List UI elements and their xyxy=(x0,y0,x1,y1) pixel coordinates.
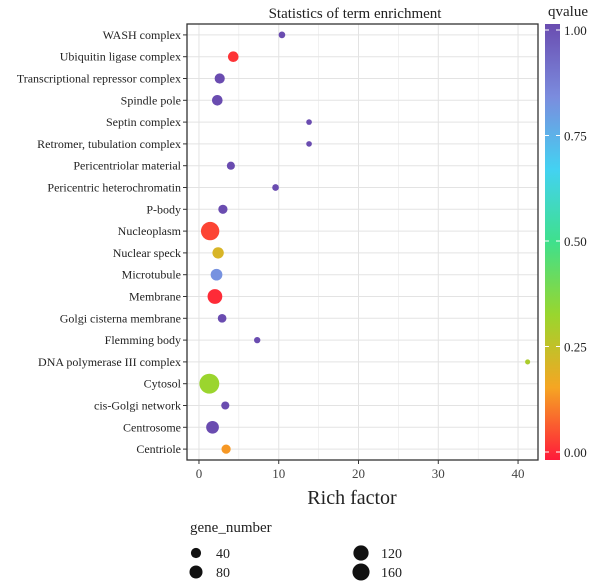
chart-title: Statistics of term enrichment xyxy=(269,6,443,22)
data-point xyxy=(199,373,220,394)
y-tick-label: Transcriptional repressor complex xyxy=(17,72,181,86)
y-tick-label: Centrosome xyxy=(123,420,181,434)
data-point xyxy=(306,141,312,147)
qvalue-colorbar xyxy=(545,24,560,460)
y-tick-label: Microtubule xyxy=(122,268,181,282)
gene-number-legend: gene_number 40 80 120 160 xyxy=(189,520,402,581)
size-legend-label: 40 xyxy=(216,547,230,562)
data-point xyxy=(221,401,230,410)
data-point xyxy=(207,289,223,304)
grid xyxy=(187,24,538,460)
x-tick-label: 10 xyxy=(272,466,285,481)
colorbar-tick-label: 1.00 xyxy=(564,23,587,38)
size-legend-label: 160 xyxy=(381,566,402,581)
size-legend-label: 120 xyxy=(381,547,402,562)
y-tick-label: Centriole xyxy=(136,442,181,456)
data-point xyxy=(212,247,224,259)
plot-panel xyxy=(186,23,539,461)
x-tick-label: 0 xyxy=(196,466,203,481)
y-tick-label: DNA polymerase III complex xyxy=(38,355,181,369)
data-point xyxy=(278,31,286,39)
y-tick-label: Ubiquitin ligase complex xyxy=(60,50,181,64)
y-tick-label: WASH complex xyxy=(103,28,181,42)
size-legend-label: 80 xyxy=(216,566,230,581)
y-tick-label: Pericentriolar material xyxy=(73,159,181,173)
data-point xyxy=(226,161,235,170)
data-point xyxy=(525,359,531,365)
size-legend-key xyxy=(352,563,370,581)
data-point xyxy=(227,51,239,62)
colorbar-tick-label: 0.50 xyxy=(564,234,587,249)
y-tick-label: Pericentric heterochromatin xyxy=(47,181,181,195)
y-tick-label: Nuclear speck xyxy=(113,246,181,260)
size-legend-key xyxy=(353,545,369,561)
data-point xyxy=(218,204,228,214)
x-tick-label: 40 xyxy=(512,466,525,481)
colorbar-tick-label: 0.75 xyxy=(564,129,587,144)
y-tick-label: Nucleoplasm xyxy=(118,224,182,238)
data-point xyxy=(206,420,219,434)
data-point xyxy=(221,444,231,454)
data-point xyxy=(200,221,220,241)
qvalue-legend: qvalue 0.00 0.25 0.50 0.75 1.00 xyxy=(545,4,588,460)
qvalue-legend-title: qvalue xyxy=(548,4,588,20)
x-tick-label: 30 xyxy=(432,466,445,481)
colorbar-tick-label: 0.00 xyxy=(564,445,587,460)
x-tick-label: 20 xyxy=(352,466,365,481)
y-axis: Centriole Centrosome cis-Golgi network Cyto… xyxy=(17,28,187,456)
size-legend-key xyxy=(190,547,202,559)
y-tick-label: Septin complex xyxy=(106,115,181,129)
data-points xyxy=(199,31,531,454)
x-axis-title: Rich factor xyxy=(307,487,397,509)
data-point xyxy=(272,184,279,191)
y-tick-label: Retromer, tubulation complex xyxy=(37,137,181,151)
data-point xyxy=(210,268,223,281)
data-point xyxy=(254,336,261,344)
y-tick-label: Flemming body xyxy=(105,333,181,347)
data-point xyxy=(212,95,223,106)
y-tick-label: Cytosol xyxy=(144,377,182,391)
y-tick-label: Spindle pole xyxy=(121,93,181,107)
data-point xyxy=(306,119,312,125)
data-point xyxy=(214,73,225,84)
gene-number-legend-title: gene_number xyxy=(190,520,272,536)
size-legend-key xyxy=(189,565,203,579)
y-tick-label: cis-Golgi network xyxy=(94,399,181,413)
data-point xyxy=(217,313,227,323)
y-tick-label: Golgi cisterna membrane xyxy=(60,311,181,325)
x-axis: 0 10 20 30 40 xyxy=(196,460,525,481)
y-tick-label: P-body xyxy=(146,202,181,216)
colorbar-tick-label: 0.25 xyxy=(564,340,587,355)
y-tick-label: Membrane xyxy=(129,290,181,304)
